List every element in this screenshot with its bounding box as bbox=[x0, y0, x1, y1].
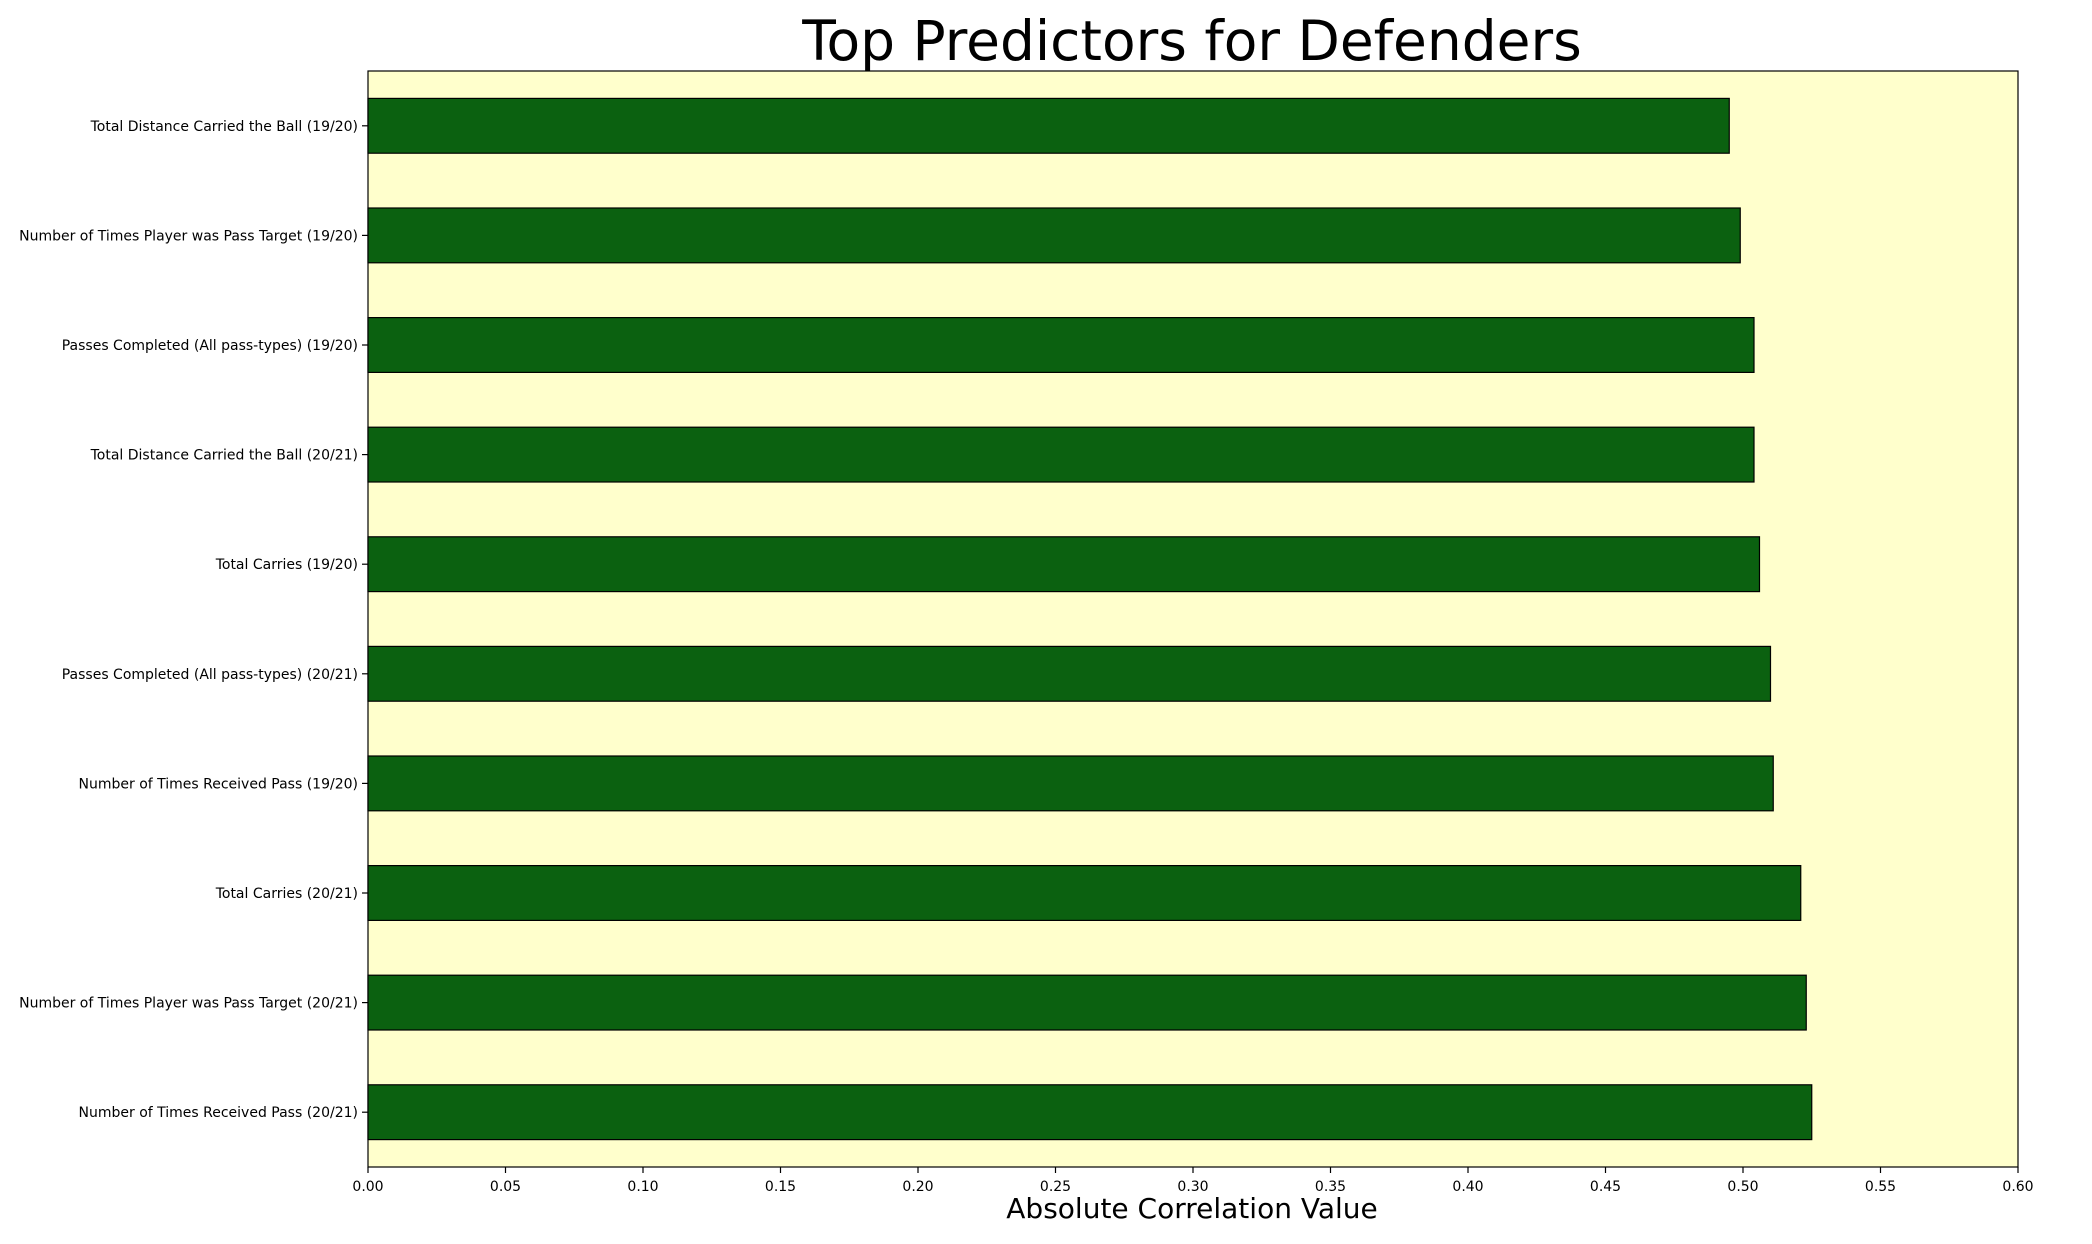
category-label: Total Carries (19/20) bbox=[215, 557, 358, 573]
x-tick-label: 0.50 bbox=[1727, 1179, 1758, 1195]
category-label: Total Distance Carried the Ball (20/21) bbox=[90, 448, 358, 464]
x-tick-label: 0.20 bbox=[902, 1179, 933, 1195]
x-tick-label: 0.45 bbox=[1590, 1179, 1621, 1195]
bars-group bbox=[367, 97, 1813, 1141]
category-label: Total Distance Carried the Ball (19/20) bbox=[90, 119, 358, 135]
category-label: Passes Completed (All pass-types) (20/21… bbox=[62, 667, 358, 683]
bar bbox=[367, 645, 1772, 702]
x-tick-label: 0.25 bbox=[1040, 1179, 1071, 1195]
category-label: Number of Times Received Pass (19/20) bbox=[79, 776, 359, 792]
x-axis: 0.00 0.05 0.10 0.15 0.20 0.25 0.30 0.35 0.40 0.45… bbox=[352, 1167, 2034, 1195]
y-axis: Total Distance Carried the Ball (19/20) N… bbox=[19, 119, 368, 1121]
x-tick-label: 0.05 bbox=[490, 1179, 521, 1195]
bar bbox=[367, 207, 1741, 264]
x-tick-label: 0.30 bbox=[1177, 1179, 1208, 1195]
x-tick-label: 0.00 bbox=[352, 1179, 383, 1195]
x-tick-label: 0.40 bbox=[1452, 1179, 1483, 1195]
x-axis-label: Absolute Correlation Value bbox=[1006, 1192, 1377, 1225]
category-label: Number of Times Player was Pass Target (… bbox=[19, 996, 358, 1012]
x-tick-label: 0.10 bbox=[627, 1179, 658, 1195]
bar bbox=[367, 317, 1755, 374]
x-tick-label: 0.35 bbox=[1315, 1179, 1346, 1195]
x-tick-label: 0.60 bbox=[2002, 1179, 2033, 1195]
bar bbox=[367, 97, 1730, 154]
x-tick-label: 0.15 bbox=[765, 1179, 796, 1195]
category-label: Total Carries (20/21) bbox=[215, 886, 358, 902]
bar bbox=[367, 974, 1807, 1031]
bar bbox=[367, 536, 1761, 593]
category-label: Passes Completed (All pass-types) (19/20… bbox=[62, 338, 358, 354]
chart-title: Top Predictors for Defenders bbox=[801, 9, 1582, 73]
bar bbox=[367, 864, 1802, 921]
category-label: Number of Times Received Pass (20/21) bbox=[79, 1105, 359, 1121]
x-tick-label: 0.55 bbox=[1865, 1179, 1896, 1195]
bar bbox=[367, 426, 1755, 483]
bar bbox=[367, 1084, 1813, 1141]
bar bbox=[367, 755, 1774, 812]
category-label: Number of Times Player was Pass Target (… bbox=[19, 228, 358, 244]
